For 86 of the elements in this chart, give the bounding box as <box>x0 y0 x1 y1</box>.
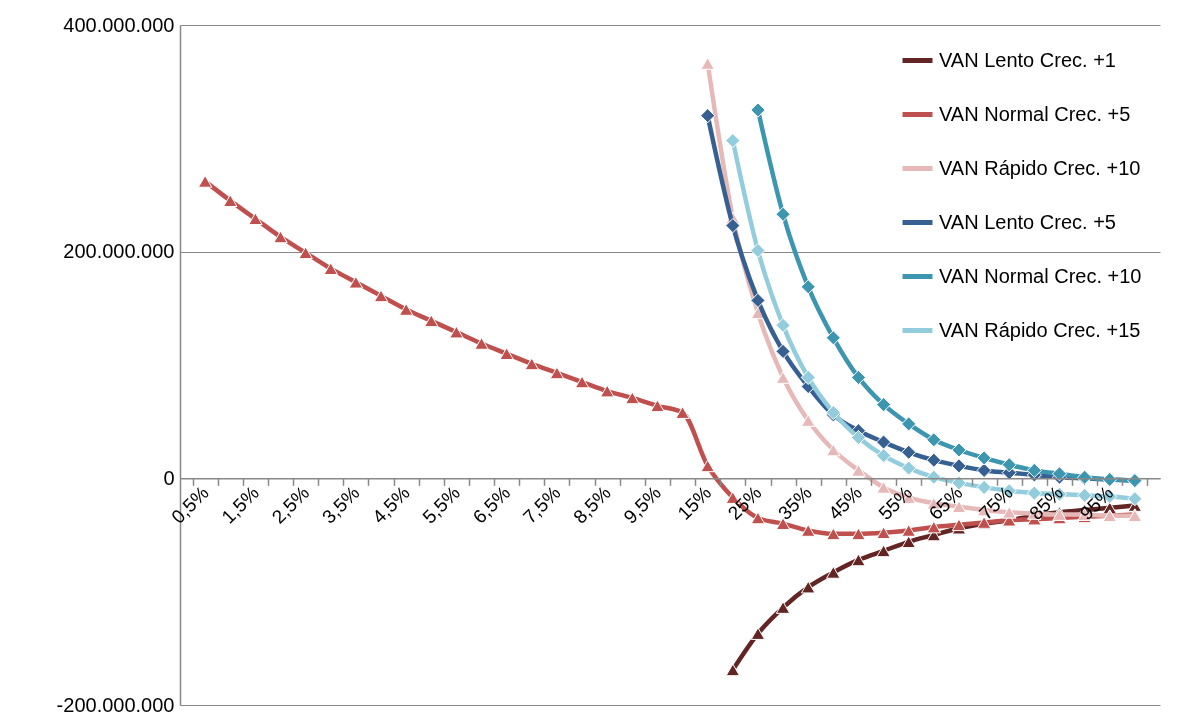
point <box>725 133 741 149</box>
x-tick-label: 45% <box>824 481 867 524</box>
point <box>750 292 766 308</box>
x-tick-label: 65% <box>924 481 967 524</box>
point <box>851 464 866 477</box>
x-tick-label: 75% <box>975 481 1017 524</box>
point <box>826 527 841 541</box>
point <box>876 434 892 450</box>
point <box>725 218 741 234</box>
point <box>775 371 791 384</box>
point <box>398 303 414 316</box>
point <box>850 369 867 386</box>
point <box>876 448 892 464</box>
point <box>373 289 389 303</box>
x-tick-label: 85% <box>1025 481 1068 524</box>
point <box>499 347 514 360</box>
point <box>599 384 615 398</box>
legend-label: VAN Normal Crec. +5 <box>939 102 1131 125</box>
point <box>801 524 816 537</box>
point <box>926 452 942 468</box>
legend-label: VAN Normal Crec. +10 <box>939 264 1142 287</box>
point <box>700 57 715 70</box>
legend-label: VAN Rápido Crec. +10 <box>939 156 1141 179</box>
point <box>926 520 942 534</box>
point <box>901 416 917 432</box>
legend-label: VAN Rápido Crec. +15 <box>939 318 1141 341</box>
point <box>750 102 766 118</box>
point <box>775 601 791 614</box>
point <box>474 337 489 350</box>
legend-label: VAN Lento Crec. +1 <box>939 48 1116 71</box>
point <box>675 406 690 419</box>
point <box>1127 491 1143 507</box>
point <box>826 443 841 457</box>
point <box>323 262 338 275</box>
point <box>800 279 816 295</box>
point <box>876 544 891 558</box>
y-tick-label: 200.000.000 <box>63 240 175 263</box>
point <box>223 194 238 207</box>
point <box>449 325 464 339</box>
x-tick-label: 95% <box>1075 481 1118 524</box>
point <box>273 230 288 244</box>
point <box>901 535 916 549</box>
point <box>800 369 816 386</box>
x-tick-label: 35% <box>774 481 816 524</box>
y-tick-label: -200.000.000 <box>56 693 175 716</box>
point <box>424 314 439 328</box>
point <box>1001 457 1017 473</box>
point <box>901 444 917 460</box>
point <box>926 432 942 448</box>
point <box>524 357 539 371</box>
point <box>826 566 841 579</box>
point <box>700 108 716 124</box>
point <box>851 553 866 567</box>
point <box>549 366 565 380</box>
legend-label: VAN Lento Crec. +5 <box>939 210 1116 233</box>
point <box>825 330 841 346</box>
point <box>801 580 816 594</box>
point <box>248 212 263 226</box>
point <box>901 460 917 476</box>
point <box>775 343 791 359</box>
point <box>348 275 364 289</box>
point <box>725 663 741 677</box>
x-tick-label: 55% <box>874 481 917 524</box>
y-tick-label: 400.000.000 <box>63 13 175 36</box>
point <box>750 242 766 259</box>
y-tick-label: 0 <box>163 466 175 489</box>
point <box>951 442 967 458</box>
point <box>951 458 967 474</box>
point <box>750 627 766 640</box>
point <box>901 524 916 537</box>
point <box>851 527 866 541</box>
point <box>1026 462 1042 478</box>
point <box>876 526 891 540</box>
point <box>801 414 816 427</box>
point <box>574 375 590 389</box>
point <box>850 429 867 446</box>
point <box>298 246 313 260</box>
point <box>625 391 640 405</box>
point <box>197 175 213 188</box>
point <box>650 399 665 413</box>
point <box>775 206 791 222</box>
point <box>876 397 892 413</box>
point <box>976 450 992 466</box>
point <box>700 459 715 473</box>
point <box>976 462 992 478</box>
point <box>775 317 791 333</box>
